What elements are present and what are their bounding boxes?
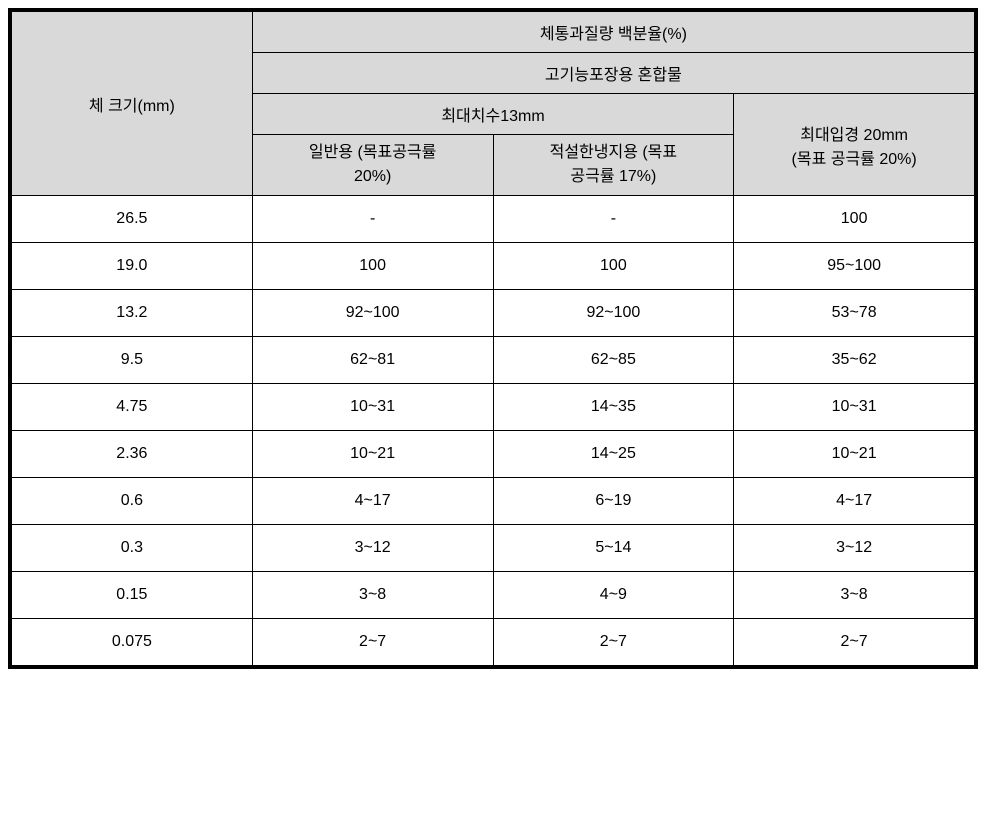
header-row-1: 체 크기(mm) 체통과질량 백분율(%)	[12, 12, 975, 53]
cell-general-use: 10~21	[252, 431, 493, 478]
cell-sieve-size: 2.36	[12, 431, 253, 478]
table-body: 26.5--10019.010010095~10013.292~10092~10…	[12, 196, 975, 666]
cell-general-use: 10~31	[252, 384, 493, 431]
cell-snow-cold-use: 2~7	[493, 619, 734, 666]
cell-snow-cold-use: 14~25	[493, 431, 734, 478]
cell-sieve-size: 4.75	[12, 384, 253, 431]
cell-general-use: 100	[252, 243, 493, 290]
cell-sieve-size: 26.5	[12, 196, 253, 243]
header-max-size-13: 최대치수13mm	[252, 94, 734, 135]
cell-max-20: 10~21	[734, 431, 975, 478]
cell-general-use: -	[252, 196, 493, 243]
table-row: 0.64~176~194~17	[12, 478, 975, 525]
cell-snow-cold-use: 6~19	[493, 478, 734, 525]
cell-snow-cold-use: 14~35	[493, 384, 734, 431]
cell-sieve-size: 0.6	[12, 478, 253, 525]
table-row: 4.7510~3114~3510~31	[12, 384, 975, 431]
table-row: 0.153~84~93~8	[12, 572, 975, 619]
cell-max-20: 53~78	[734, 290, 975, 337]
table-row: 13.292~10092~10053~78	[12, 290, 975, 337]
header-max-size-20: 최대입경 20mm(목표 공극률 20%)	[734, 94, 975, 196]
cell-general-use: 92~100	[252, 290, 493, 337]
cell-general-use: 3~12	[252, 525, 493, 572]
cell-max-20: 2~7	[734, 619, 975, 666]
cell-general-use: 4~17	[252, 478, 493, 525]
cell-max-20: 95~100	[734, 243, 975, 290]
cell-max-20: 3~12	[734, 525, 975, 572]
cell-snow-cold-use: -	[493, 196, 734, 243]
aggregate-gradation-table: 체 크기(mm) 체통과질량 백분율(%) 고기능포장용 혼합물 최대치수13m…	[11, 11, 975, 666]
header-sieve-size: 체 크기(mm)	[12, 12, 253, 196]
cell-max-20: 4~17	[734, 478, 975, 525]
cell-max-20: 3~8	[734, 572, 975, 619]
cell-snow-cold-use: 62~85	[493, 337, 734, 384]
cell-sieve-size: 0.3	[12, 525, 253, 572]
cell-snow-cold-use: 4~9	[493, 572, 734, 619]
cell-sieve-size: 0.15	[12, 572, 253, 619]
header-snow-cold-use: 적설한냉지용 (목표공극률 17%)	[493, 135, 734, 196]
table-row: 19.010010095~100	[12, 243, 975, 290]
table-row: 2.3610~2114~2510~21	[12, 431, 975, 478]
header-high-performance-mix: 고기능포장용 혼합물	[252, 53, 974, 94]
cell-max-20: 35~62	[734, 337, 975, 384]
table-row: 9.562~8162~8535~62	[12, 337, 975, 384]
cell-sieve-size: 0.075	[12, 619, 253, 666]
table-row: 0.33~125~143~12	[12, 525, 975, 572]
cell-sieve-size: 19.0	[12, 243, 253, 290]
cell-snow-cold-use: 5~14	[493, 525, 734, 572]
cell-sieve-size: 9.5	[12, 337, 253, 384]
header-general-use: 일반용 (목표공극률20%)	[252, 135, 493, 196]
header-passing-percentage: 체통과질량 백분율(%)	[252, 12, 974, 53]
cell-max-20: 10~31	[734, 384, 975, 431]
cell-snow-cold-use: 100	[493, 243, 734, 290]
cell-sieve-size: 13.2	[12, 290, 253, 337]
table-row: 26.5--100	[12, 196, 975, 243]
cell-general-use: 3~8	[252, 572, 493, 619]
cell-general-use: 62~81	[252, 337, 493, 384]
table-row: 0.0752~72~72~7	[12, 619, 975, 666]
table-container: 체 크기(mm) 체통과질량 백분율(%) 고기능포장용 혼합물 최대치수13m…	[8, 8, 978, 669]
cell-snow-cold-use: 92~100	[493, 290, 734, 337]
cell-max-20: 100	[734, 196, 975, 243]
cell-general-use: 2~7	[252, 619, 493, 666]
